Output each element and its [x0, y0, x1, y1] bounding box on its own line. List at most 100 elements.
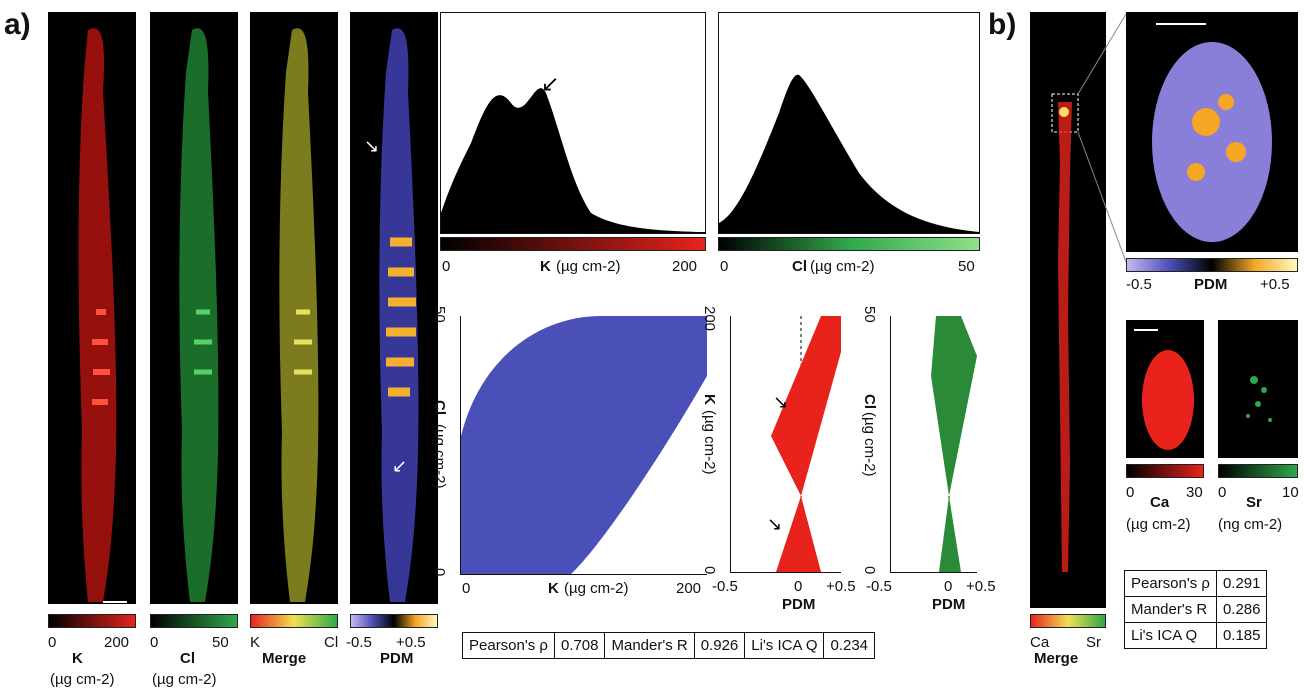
merge-label: Merge — [262, 650, 307, 667]
ca-max: 30 — [1186, 484, 1203, 501]
stat-name: Li's ICA Q — [1124, 622, 1217, 649]
panel-a-letter: a) — [4, 8, 31, 41]
k-label: K — [72, 650, 83, 667]
scatter-xlabel: K — [548, 580, 559, 597]
svg-text:↙: ↙ — [392, 456, 407, 476]
pdm-cl-xtick-2: 0 — [944, 578, 953, 595]
k-hist-max: 200 — [672, 258, 698, 275]
pdm-cl-xlabel: PDM — [932, 596, 966, 613]
stat-name: Mander's R — [604, 632, 695, 659]
stat-value: 0.286 — [1215, 596, 1268, 623]
pdm-cl-ylabel: Cl — [861, 394, 878, 409]
k-colorbar — [48, 614, 136, 628]
pdm-cl-y1: 50 — [861, 306, 878, 323]
pdm-map: ↘ ↙ — [350, 12, 438, 604]
pdm-b-max: +0.5 — [1260, 276, 1290, 293]
pdm-cl-xtick-3: +0.5 — [966, 578, 996, 595]
scatter-yunit: (µg cm-2) — [431, 424, 448, 489]
merge-b-colorbar — [1030, 614, 1106, 628]
k-unit: (µg cm-2) — [50, 671, 115, 688]
sr-max: 10 — [1282, 484, 1299, 501]
pdm-k-xtick-2: 0 — [794, 578, 803, 595]
pdm-k-xtick-3: +0.5 — [826, 578, 856, 595]
merge-colorbar — [250, 614, 338, 628]
cl-map — [150, 12, 238, 604]
panel-b-stats: Pearson's ρ 0.291 Mander's R 0.286 Li's IC… — [1124, 570, 1268, 649]
merge-cbar-min: K — [250, 634, 261, 651]
sr-colorbar — [1218, 464, 1298, 478]
k-map — [48, 12, 136, 604]
cl-cbar-min: 0 — [150, 634, 159, 651]
pdm-cl-scatter — [890, 316, 977, 573]
cl-histogram — [718, 12, 980, 234]
k-hist-colorbar — [440, 237, 706, 251]
panel-b-letter: b) — [988, 8, 1017, 41]
merge-cbar-max: Cl — [324, 634, 339, 651]
cl-unit: (µg cm-2) — [152, 671, 217, 688]
merge-b-min: Ca — [1030, 634, 1050, 651]
cl-hist-max: 50 — [958, 258, 975, 275]
k-hist-label: K — [540, 258, 551, 275]
merge-map — [250, 12, 338, 604]
k-cbar-min: 0 — [48, 634, 57, 651]
pdm-zoom-map — [1126, 12, 1298, 252]
pdm-cbar-min: -0.5 — [346, 634, 372, 651]
svg-text:↘: ↘ — [773, 392, 788, 412]
ca-sr-merge-map — [1030, 12, 1106, 608]
pdm-k-xlabel: PDM — [782, 596, 816, 613]
k-hist-min: 0 — [442, 258, 451, 275]
pdm-b-label: PDM — [1194, 276, 1228, 293]
k-cbar-max: 200 — [104, 634, 130, 651]
panel-a-stats: Pearson's ρ 0.708 Mander's R 0.926 Li's … — [462, 632, 876, 659]
ca-colorbar — [1126, 464, 1204, 478]
pdm-k-ylabel: K — [701, 394, 718, 405]
pdm-label: PDM — [380, 650, 414, 667]
ca-map — [1126, 320, 1204, 458]
cl-label: Cl — [180, 650, 195, 667]
cl-hist-label: Cl — [792, 258, 807, 275]
sr-map — [1218, 320, 1298, 458]
merge-b-max: Sr — [1086, 634, 1101, 651]
pdm-colorbar — [350, 614, 438, 628]
stat-value: 0.708 — [553, 632, 606, 659]
pdm-b-min: -0.5 — [1126, 276, 1152, 293]
k-hist-unit: (µg cm-2) — [556, 258, 621, 275]
merge-b-label: Merge — [1034, 650, 1079, 667]
pdm-b-colorbar — [1126, 258, 1298, 272]
sr-min: 0 — [1218, 484, 1227, 501]
pdm-cl-xtick-1: -0.5 — [866, 578, 892, 595]
pdm-k-xtick-1: -0.5 — [712, 578, 738, 595]
scatter-y1: 50 — [431, 306, 448, 323]
stat-name: Li's ICA Q — [744, 632, 825, 659]
ca-label: Ca — [1150, 494, 1170, 511]
scatter-xunit: (µg cm-2) — [564, 580, 629, 597]
stat-name: Pearson's ρ — [462, 632, 555, 659]
ca-unit: (µg cm-2) — [1126, 516, 1191, 533]
sr-unit: (ng cm-2) — [1218, 516, 1283, 533]
pdm-k-y1: 200 — [701, 306, 718, 332]
scale-bar — [103, 601, 127, 603]
stat-value: 0.926 — [693, 632, 746, 659]
cl-colorbar — [150, 614, 238, 628]
scatter-x0: 0 — [462, 580, 471, 597]
scatter-x1: 200 — [676, 580, 702, 597]
pdm-k-y0: 0 — [701, 566, 718, 575]
cl-hist-min: 0 — [720, 258, 729, 275]
svg-text:↙: ↙ — [541, 71, 559, 96]
stat-value: 0.291 — [1215, 570, 1268, 597]
stat-name: Pearson's ρ — [1124, 570, 1217, 597]
pdm-cl-y0: 0 — [861, 566, 878, 575]
pdm-k-scatter: ↘ ↘ — [730, 316, 851, 573]
scatter-y0: 0 — [431, 568, 448, 577]
svg-text:↘: ↘ — [767, 514, 782, 534]
stat-value: 0.234 — [823, 632, 876, 659]
k-histogram: ↙ — [440, 12, 706, 234]
cl-cbar-max: 50 — [212, 634, 229, 651]
zoom-lines — [1077, 13, 1127, 263]
pdm-cbar-max: +0.5 — [396, 634, 426, 651]
scatter-ylabel: Cl — [431, 400, 448, 415]
cl-hist-unit: (µg cm-2) — [810, 258, 875, 275]
stat-name: Mander's R — [1124, 596, 1217, 623]
svg-text:↘: ↘ — [364, 136, 379, 156]
ca-min: 0 — [1126, 484, 1135, 501]
